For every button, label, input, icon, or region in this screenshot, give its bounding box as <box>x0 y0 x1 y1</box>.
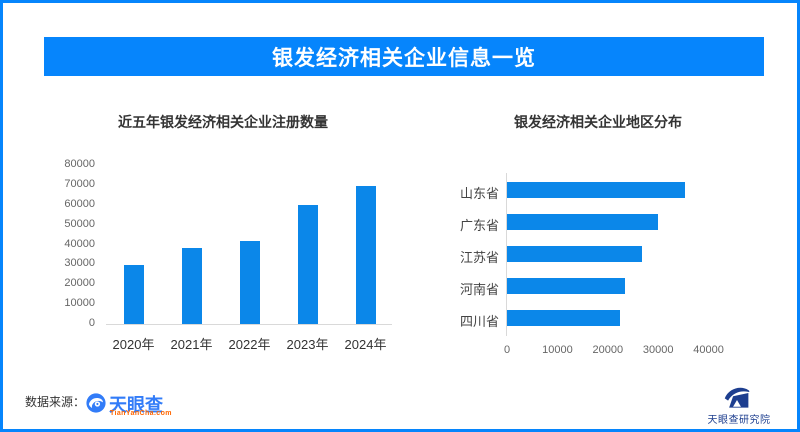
bar <box>507 246 643 262</box>
bar <box>507 182 685 198</box>
bar <box>507 310 620 326</box>
y-tick-label: 50000 <box>64 217 95 230</box>
x-tick-label: 0 <box>503 344 511 356</box>
y-tick-label: 40000 <box>64 237 95 250</box>
bar <box>507 278 625 294</box>
y-tick-label: 60000 <box>64 197 95 210</box>
x-category-label: 2024年 <box>344 337 387 352</box>
research-institute-logo-text: 天眼查研究院 <box>707 415 771 426</box>
x-tick-label: 40000 <box>693 344 724 356</box>
x-category-label: 2022年 <box>228 337 271 352</box>
x-category-label: 2021年 <box>170 337 213 352</box>
y-category-label: 江苏省 <box>459 250 499 265</box>
y-category-label: 河南省 <box>459 282 499 297</box>
research-institute-logo-icon <box>724 387 750 408</box>
y-axis-line <box>506 173 507 336</box>
x-category-label: 2023年 <box>286 337 329 352</box>
bar <box>355 185 376 324</box>
tianyancha-logo-text: 天眼查 <box>109 395 163 415</box>
x-tick-label: 20000 <box>592 344 624 356</box>
bar <box>297 205 318 324</box>
y-tick-label: 30000 <box>64 257 95 270</box>
x-axis-line <box>106 324 392 325</box>
x-tick-label: 30000 <box>642 344 674 356</box>
y-tick-label: 10000 <box>64 297 95 310</box>
bar <box>507 214 659 230</box>
banner-title: 银发经济相关企业信息一览 <box>272 46 536 70</box>
chart-region-title: 银发经济相关企业地区分布 <box>514 114 682 130</box>
x-tick-label: 10000 <box>542 344 573 356</box>
y-tick-label: 0 <box>88 317 95 329</box>
banner: 银发经济相关企业信息一览 <box>44 37 764 76</box>
tianyancha-logo-url: TianYanCha.com <box>110 410 172 417</box>
bar <box>239 240 260 324</box>
bar <box>123 265 144 324</box>
data-source-label: 数据来源： <box>25 395 86 409</box>
bar <box>181 248 202 324</box>
chart-registrations-title: 近五年银发经济相关企业注册数量 <box>118 114 328 130</box>
chart-region-distribution: 银发经济相关企业地区分布 山东省广东省江苏省河南省四川省 0 10000 20000 3… <box>443 98 773 368</box>
y-category-label: 四川省 <box>459 314 499 329</box>
y-category-label: 广东省 <box>459 218 499 233</box>
x-category-label: 2020年 <box>112 337 155 352</box>
tianyancha-logo-icon <box>86 393 106 413</box>
chart-registrations: 近五年银发经济相关企业注册数量 0 10000 20000 30000 40000 500… <box>63 98 408 368</box>
y-tick-label: 70000 <box>64 177 95 190</box>
y-tick-label: 80000 <box>64 158 95 170</box>
y-category-label: 山东省 <box>459 186 499 201</box>
y-tick-label: 20000 <box>64 277 95 290</box>
